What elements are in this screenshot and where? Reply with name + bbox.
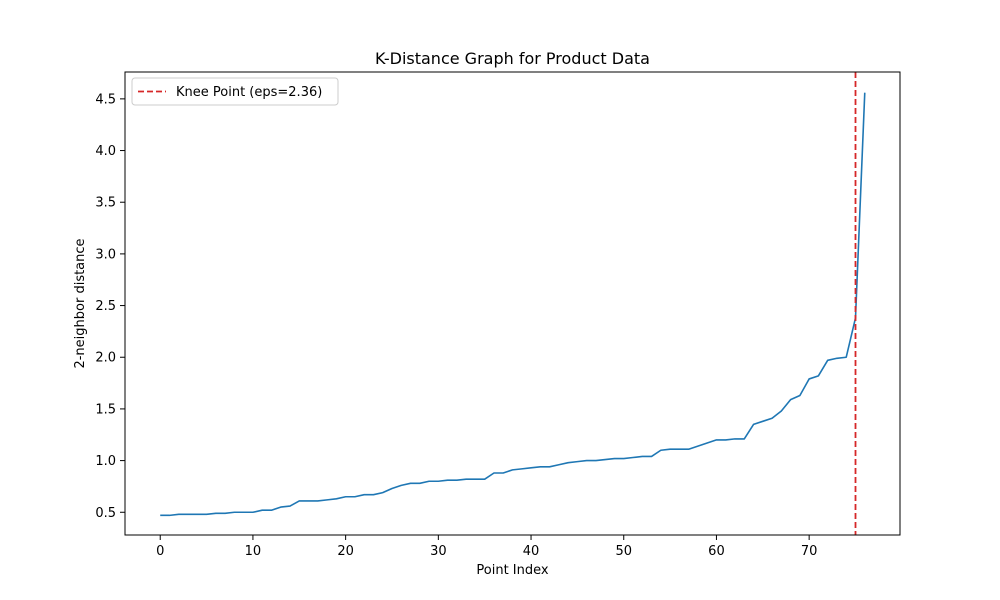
axes-frame [124,71,901,536]
legend-knee-label: Knee Point (eps=2.36) [176,85,322,100]
y-tick-label-2: 2.0 [95,351,116,366]
y-tick-label-3.5: 3.5 [95,196,116,211]
x-tick-label-40: 40 [523,544,540,559]
x-tick-label-20: 20 [337,544,354,559]
x-tick-label-70: 70 [801,544,818,559]
legend-box [131,77,339,106]
y-tick-label-0.5: 0.5 [95,506,116,521]
y-tick-label-2.5: 2.5 [95,299,116,314]
plot-area: 0 10 20 30 40 50 60 70 0.5 1.0 1.5 2.0 2.5 3.0 3.5 4.0 4… [95,71,901,559]
x-tick-label-0: 0 [156,544,164,559]
x-tick-label-30: 30 [430,544,447,559]
y-tick-label-1.5: 1.5 [95,402,116,417]
y-tick-label-3: 3.0 [95,247,116,262]
y-tick-label-4: 4.0 [95,144,116,159]
x-axis-title: Point Index [476,563,549,578]
y-tick-label-1: 1.0 [95,454,116,469]
y-tick-label-4.5: 4.5 [95,92,116,107]
x-tick-label-10: 10 [245,544,262,559]
legend: Knee Point (eps=2.36) [131,77,339,106]
y-axis-title: 2-neighbor distance [73,238,88,368]
series-line-0 [160,92,866,517]
x-tick-label-60: 60 [708,544,725,559]
chart-title: K-Distance Graph for Product Data [375,49,650,68]
x-tick-label-50: 50 [615,544,632,559]
